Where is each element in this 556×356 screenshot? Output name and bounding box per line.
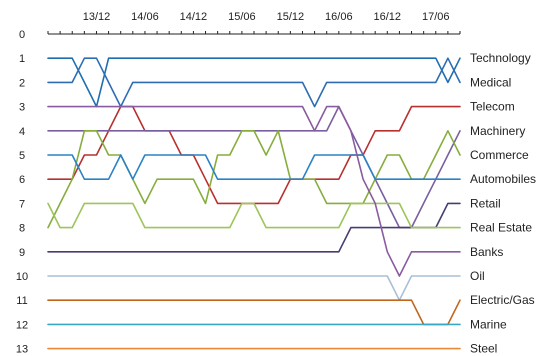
series-label-medical: Medical [470, 75, 511, 89]
series-label-commerce: Commerce [470, 148, 529, 162]
x-tick-label: 14/06 [131, 11, 159, 23]
y-tick-label: 6 [19, 174, 25, 186]
y-tick-label: 1 [19, 53, 25, 65]
series-label-real-estate: Real Estate [470, 221, 532, 235]
series-line-real-estate [47, 202, 461, 229]
x-tick-label: 14/12 [180, 11, 208, 23]
x-tick-label: 16/12 [374, 11, 402, 23]
series-line-retail [47, 202, 461, 253]
series-label-technology: Technology [470, 51, 531, 65]
series-label-steel: Steel [470, 342, 497, 356]
series-label-electric-gas: Electric/Gas [470, 293, 535, 307]
x-tick-label: 17/06 [422, 11, 450, 23]
series-line-oil [47, 275, 461, 302]
y-tick-label: 11 [16, 295, 27, 307]
series-line-commerce [47, 130, 461, 229]
y-tick-label: 7 [19, 198, 25, 210]
series-line-electric-gas [47, 299, 461, 326]
y-tick-label: 10 [16, 271, 28, 283]
series-line-technology [47, 57, 461, 108]
y-tick-label: 2 [19, 77, 25, 89]
y-tick-label: 12 [16, 319, 28, 331]
y-tick-label: 9 [19, 247, 25, 259]
x-tick-label: 16/06 [325, 11, 353, 23]
series-label-banks: Banks [470, 245, 503, 259]
x-tick-label: 13/12 [83, 11, 111, 23]
series-line-medical [47, 57, 461, 108]
series-label-oil: Oil [470, 269, 485, 283]
y-tick-label: 4 [19, 126, 25, 138]
series-label-machinery: Machinery [470, 124, 525, 138]
series-labels: Technology Medical Telecom Machinery Commerc… [470, 51, 536, 355]
y-tick-label: 0 [19, 29, 25, 41]
series-label-telecom: Telecom [470, 100, 515, 114]
y-tick-label: 8 [19, 223, 25, 235]
x-tick-label: 15/06 [228, 11, 256, 23]
x-axis: 13/12 14/06 14/12 15/06 15/12 16/06 16/12 17/06 [47, 11, 461, 35]
y-tick-label: 3 [19, 102, 25, 114]
series-label-retail: Retail [470, 196, 501, 210]
series-line-machinery [47, 105, 461, 229]
y-tick-label: 13 [16, 344, 28, 356]
x-ticks: 13/12 14/06 14/12 15/06 15/12 16/06 16/12 17/06 [47, 11, 461, 34]
series-label-automobiles: Automobiles [470, 172, 536, 186]
series-label-marine: Marine [470, 317, 507, 331]
series-line-automobiles [47, 154, 461, 180]
series-line-banks [47, 105, 461, 277]
y-tick-label: 5 [19, 150, 25, 162]
x-tick-label: 15/12 [277, 11, 305, 23]
plot-lines [47, 57, 461, 350]
